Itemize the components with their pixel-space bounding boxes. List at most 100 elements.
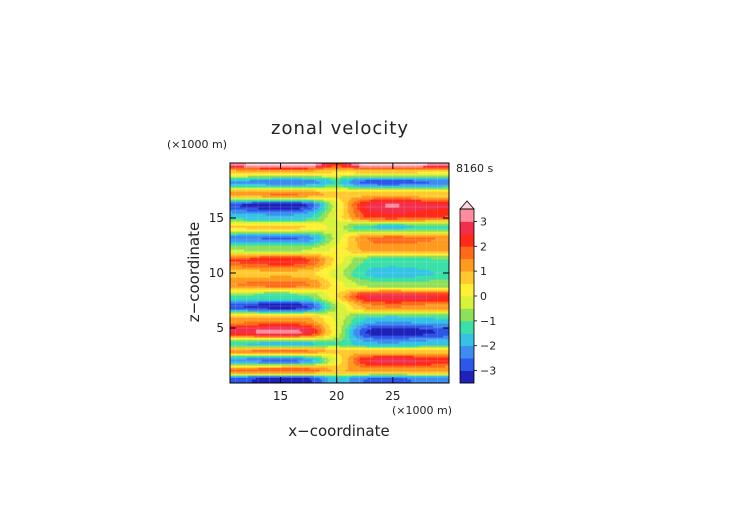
field-cell	[323, 371, 327, 374]
field-cell	[441, 345, 444, 348]
field-cell	[263, 327, 267, 330]
field-cell	[331, 325, 335, 328]
field-cell	[241, 339, 245, 342]
field-cell	[277, 377, 281, 380]
field-cell	[383, 361, 386, 364]
field-cell	[391, 351, 394, 354]
field-cell	[295, 341, 299, 344]
field-cell	[233, 353, 237, 356]
field-cell	[413, 367, 416, 370]
field-cell	[381, 341, 384, 344]
field-cell	[395, 349, 398, 352]
field-cell	[259, 331, 263, 334]
field-cell	[367, 331, 370, 334]
field-cell	[319, 377, 323, 380]
field-cell	[329, 335, 333, 338]
field-cell	[255, 351, 259, 354]
field-cell	[303, 335, 307, 338]
field-cell	[431, 337, 434, 340]
field-cell	[249, 377, 253, 380]
field-cell	[307, 371, 311, 374]
field-cell	[263, 353, 267, 356]
field-cell	[243, 377, 247, 380]
field-cell	[377, 355, 380, 358]
field-cell	[357, 373, 361, 376]
field-cell	[401, 343, 404, 346]
field-cell	[251, 343, 255, 346]
field-cell	[287, 373, 291, 376]
field-cell	[259, 339, 263, 342]
field-cell	[379, 373, 382, 376]
field-cell	[441, 349, 444, 352]
field-cell	[391, 369, 394, 372]
field-cell	[297, 353, 301, 356]
field-cell	[303, 375, 307, 378]
field-cell	[271, 337, 275, 340]
field-cell	[337, 335, 341, 338]
field-cell	[251, 369, 255, 372]
field-cell	[257, 375, 261, 378]
field-cell	[301, 347, 305, 350]
field-cell	[409, 363, 412, 366]
field-cell	[289, 329, 293, 332]
field-cell	[393, 327, 396, 330]
field-cell	[365, 361, 368, 364]
field-cell	[421, 361, 424, 364]
field-cell	[345, 347, 349, 350]
field-cell	[363, 369, 366, 372]
field-cell	[423, 325, 426, 328]
field-cell	[349, 341, 353, 344]
field-cell	[293, 331, 297, 334]
field-cell	[401, 349, 404, 352]
field-cell	[429, 351, 432, 354]
field-cell	[429, 357, 432, 360]
field-cell	[261, 381, 265, 383]
field-cell	[287, 333, 291, 336]
field-cell	[263, 341, 267, 344]
field-cell	[239, 341, 243, 344]
field-cell	[341, 351, 345, 354]
field-cell	[307, 375, 311, 378]
field-cell	[253, 327, 257, 330]
field-cell	[369, 377, 372, 380]
field-cell	[297, 345, 301, 348]
field-cell	[253, 357, 257, 360]
field-cell	[325, 351, 329, 354]
field-cell	[269, 353, 273, 356]
field-cell	[403, 327, 406, 330]
field-cell	[409, 345, 412, 348]
field-cell	[245, 353, 249, 356]
field-cell	[435, 375, 438, 378]
field-cell	[273, 323, 277, 326]
field-cell	[397, 377, 400, 380]
field-cell	[367, 323, 370, 326]
field-cell	[289, 347, 293, 350]
field-cell	[267, 375, 271, 378]
field-cell	[241, 341, 245, 344]
field-cell	[397, 339, 400, 342]
field-cell	[343, 337, 347, 340]
field-cell	[397, 359, 400, 362]
field-cell	[327, 369, 331, 372]
field-cell	[230, 373, 233, 376]
field-cell	[327, 357, 331, 360]
field-cell	[297, 335, 301, 338]
field-cell	[267, 365, 271, 368]
field-cell	[441, 377, 444, 380]
field-cell	[329, 351, 333, 354]
field-cell	[435, 327, 438, 330]
field-cell	[405, 381, 408, 383]
field-cell	[445, 325, 448, 328]
field-cell	[415, 335, 418, 338]
field-cell	[403, 349, 406, 352]
field-cell	[443, 359, 446, 362]
field-cell	[431, 333, 434, 336]
field-cell	[353, 363, 357, 366]
field-cell	[233, 359, 237, 362]
field-cell	[357, 353, 361, 356]
field-cell	[411, 351, 414, 354]
field-cell	[407, 337, 410, 340]
field-cell	[321, 323, 325, 326]
field-cell	[317, 341, 321, 344]
field-cell	[230, 335, 233, 338]
